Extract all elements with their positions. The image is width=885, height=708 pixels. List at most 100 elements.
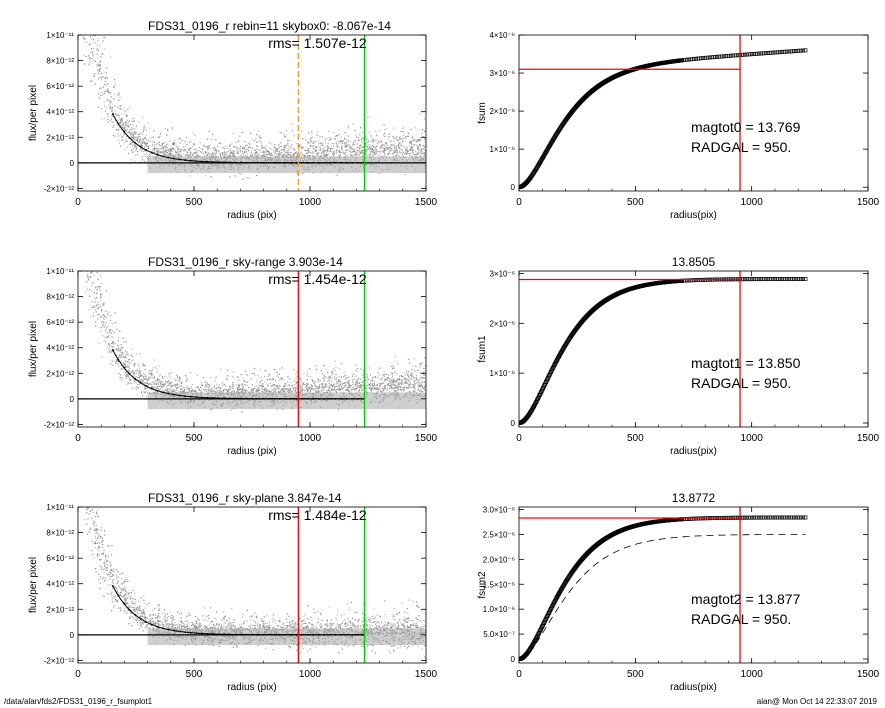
- scatter-point: [109, 363, 112, 365]
- scatter-point: [236, 150, 238, 152]
- scatter-point: [290, 391, 293, 393]
- scatter-point: [375, 388, 378, 390]
- scatter-point: [243, 380, 245, 382]
- scatter-point: [311, 150, 314, 153]
- scatter-point: [149, 383, 151, 385]
- scatter-point: [392, 375, 394, 377]
- scatter-point: [135, 145, 137, 147]
- scatter-point: [417, 388, 419, 390]
- fsum-marker: [749, 52, 754, 57]
- scatter-point: [110, 101, 112, 103]
- scatter-point: [339, 152, 341, 154]
- scatter-point: [283, 146, 285, 148]
- scatter-point: [306, 385, 308, 387]
- scatter-point: [167, 384, 169, 386]
- scatter-point: [371, 382, 373, 384]
- scatter-point: [86, 274, 89, 276]
- scatter-point: [105, 106, 107, 109]
- scatter-point: [169, 383, 171, 385]
- scatter-point: [124, 366, 127, 368]
- scatter-point: [309, 138, 311, 140]
- scatter-point: [163, 150, 165, 152]
- scatter-point: [382, 147, 384, 149]
- scatter-point: [410, 147, 412, 149]
- scatter-point: [237, 384, 239, 387]
- scatter-point: [272, 388, 274, 390]
- scatter-point: [247, 145, 249, 147]
- scatter-point: [243, 149, 245, 151]
- scatter-point: [371, 149, 373, 151]
- scatter-point: [126, 136, 128, 138]
- scatter-point: [227, 151, 230, 153]
- scatter-point: [344, 382, 346, 384]
- scatter-point: [273, 151, 275, 153]
- scatter-point: [152, 389, 154, 391]
- scatter-point: [328, 130, 330, 132]
- scatter-point: [254, 140, 256, 142]
- scatter-point: [294, 384, 296, 386]
- scatter-point: [112, 340, 114, 343]
- scatter-point: [385, 155, 387, 157]
- scatter-point: [143, 155, 145, 157]
- scatter-point: [159, 152, 161, 154]
- scatter-point: [258, 140, 260, 142]
- scatter-point: [422, 362, 424, 364]
- scatter-point: [153, 359, 155, 361]
- profile-marker: [134, 141, 136, 144]
- scatter-point: [142, 376, 145, 378]
- scatter-point: [377, 388, 379, 390]
- scatter-point: [312, 145, 314, 147]
- scatter-point: [405, 383, 407, 385]
- scatter-point: [310, 389, 312, 391]
- scatter-point: [162, 386, 165, 388]
- scatter-point: [139, 371, 141, 374]
- scatter-point: [135, 379, 137, 381]
- scatter-point: [138, 379, 140, 382]
- scatter-point: [351, 375, 353, 377]
- scatter-point: [141, 145, 143, 147]
- scatter-point: [127, 125, 129, 127]
- scatter-point: [93, 35, 95, 37]
- scatter-point: [362, 384, 364, 386]
- scatter-point: [137, 371, 139, 373]
- scatter-point: [409, 380, 411, 382]
- scatter-point: [203, 144, 205, 147]
- scatter-point: [138, 374, 140, 376]
- scatter-point: [170, 149, 173, 151]
- scatter-point: [125, 376, 127, 378]
- scatter-point: [289, 391, 291, 393]
- scatter-point: [291, 390, 293, 392]
- scatter-point: [320, 152, 322, 155]
- scatter-point: [352, 383, 354, 386]
- scatter-point: [287, 155, 289, 157]
- scatter-point: [374, 150, 376, 152]
- scatter-point: [89, 4, 90, 5]
- scatter-point: [232, 386, 234, 388]
- scatter-point: [280, 149, 282, 151]
- scatter-point: [192, 389, 194, 391]
- fsum-marker: [682, 58, 687, 62]
- scatter-point: [152, 144, 154, 146]
- scatter-point: [136, 150, 138, 152]
- scatter-point: [414, 388, 416, 390]
- scatter-point: [177, 391, 179, 393]
- scatter-point: [207, 154, 209, 156]
- scatter-point: [203, 388, 205, 391]
- y-tick-label: -2×10⁻¹²: [44, 184, 75, 193]
- scatter-point: [205, 152, 207, 154]
- scatter-point: [324, 150, 326, 152]
- scatter-point: [336, 377, 338, 379]
- scatter-point: [91, 272, 93, 274]
- scatter-point: [340, 381, 342, 383]
- scatter-point: [264, 370, 266, 372]
- scatter-point: [191, 154, 193, 156]
- scatter-point: [225, 147, 228, 150]
- scatter-point: [176, 151, 178, 153]
- scatter-point: [256, 151, 258, 153]
- scatter-point: [153, 367, 155, 369]
- scatter-point: [338, 380, 340, 382]
- scatter-point: [376, 383, 378, 385]
- scatter-point: [170, 387, 172, 389]
- scatter-point: [120, 120, 122, 122]
- scatter-point: [424, 389, 426, 391]
